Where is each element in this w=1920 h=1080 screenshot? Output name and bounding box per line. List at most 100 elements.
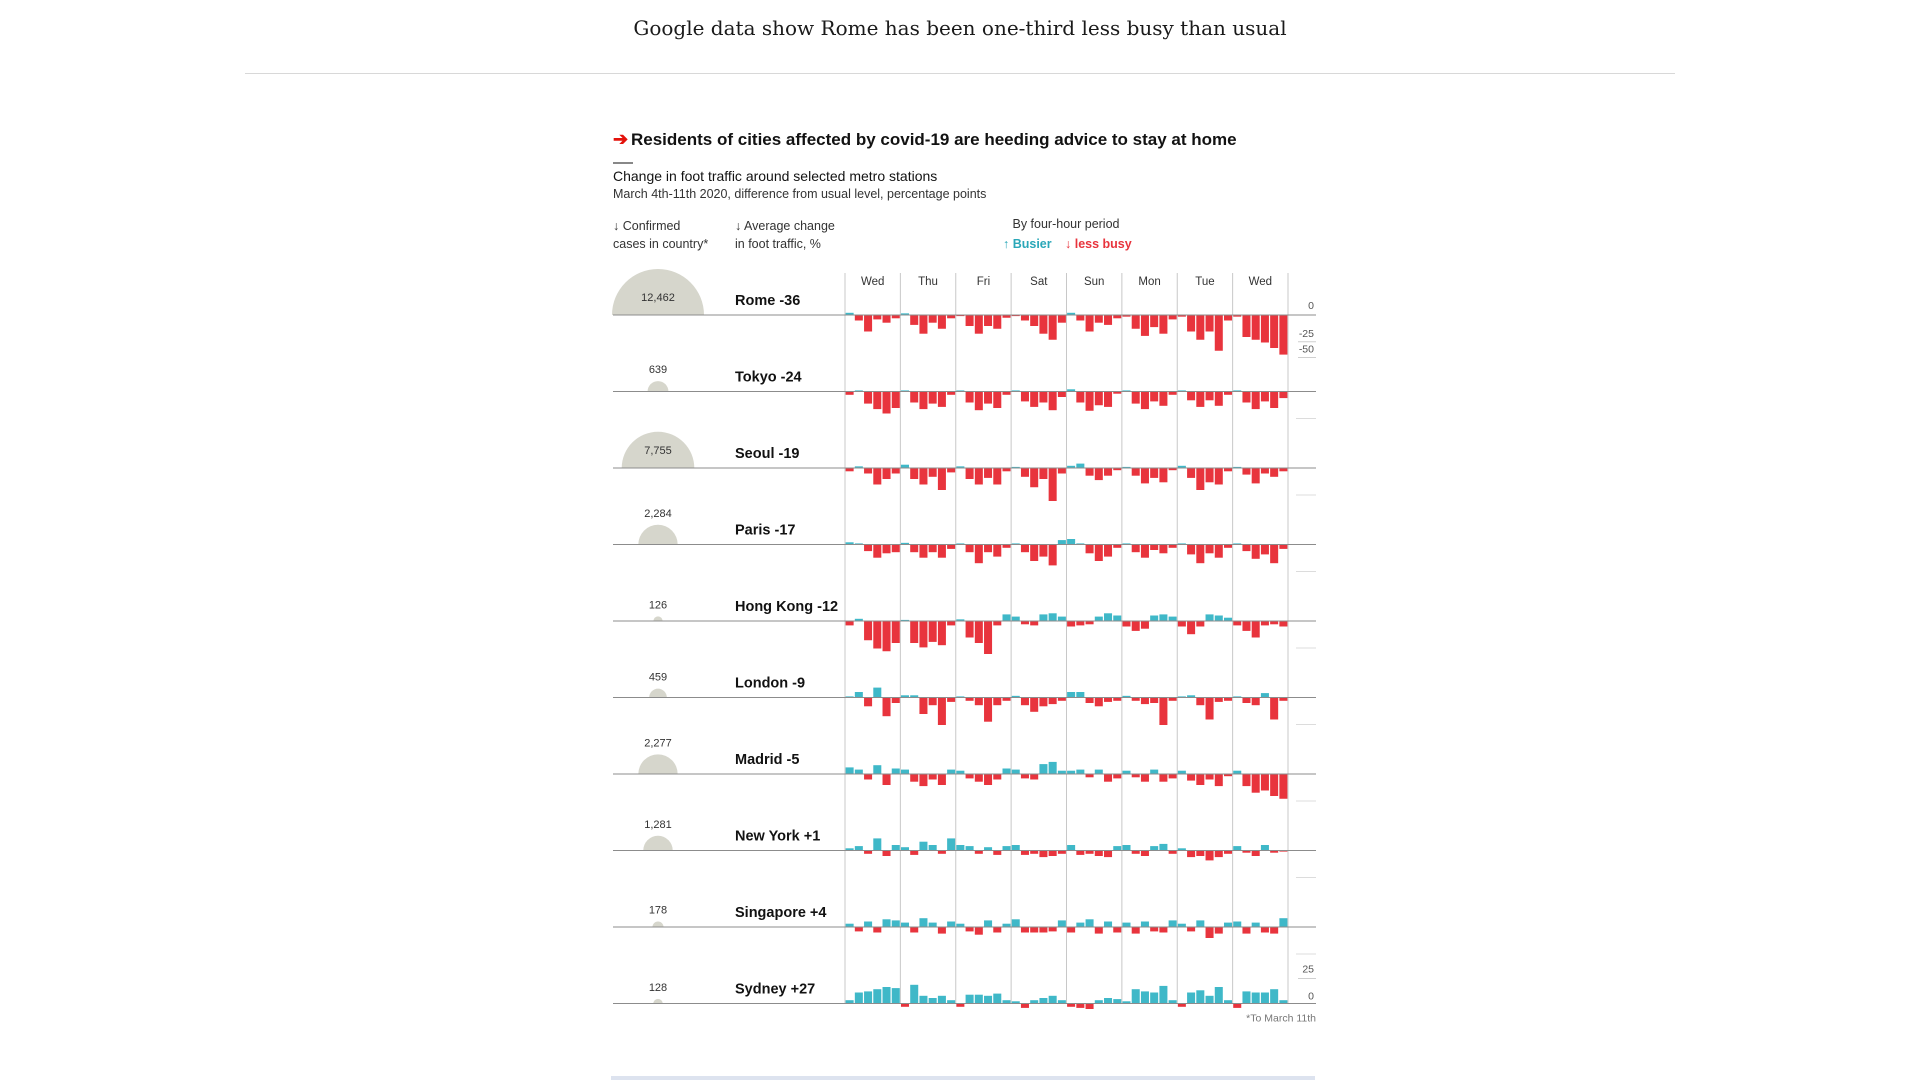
traffic-bar (891, 920, 900, 927)
traffic-bar (1076, 391, 1085, 403)
traffic-bar (1039, 927, 1048, 933)
traffic-bar (919, 774, 928, 787)
traffic-bar (1030, 544, 1039, 561)
traffic-bar (900, 390, 910, 392)
traffic-bar (1196, 697, 1205, 706)
traffic-bar (1057, 920, 1066, 927)
traffic-bar (845, 621, 854, 626)
traffic-bar (900, 847, 910, 851)
traffic-bar (1159, 843, 1168, 851)
traffic-bar (965, 697, 974, 701)
traffic-bar (956, 315, 965, 317)
traffic-bar (993, 315, 1002, 329)
traffic-bar (882, 919, 891, 927)
traffic-bar (1057, 697, 1066, 701)
traffic-bar (919, 391, 928, 410)
traffic-bar (993, 850, 1002, 855)
traffic-bar (1048, 315, 1057, 340)
traffic-bar (1251, 315, 1260, 340)
traffic-bar (1104, 544, 1113, 557)
traffic-bar (956, 923, 965, 927)
traffic-bar (1002, 1000, 1011, 1004)
traffic-bar (1131, 989, 1140, 1004)
traffic-bar (873, 391, 882, 410)
traffic-bar (1094, 927, 1103, 934)
traffic-bar (900, 542, 910, 545)
traffic-bar (1122, 695, 1131, 698)
traffic-bar (1260, 315, 1269, 343)
cases-label: 1,281 (644, 819, 672, 831)
traffic-bar (1159, 544, 1168, 554)
traffic-bar (1067, 692, 1076, 698)
traffic-bar (1270, 621, 1279, 625)
traffic-bar (1048, 927, 1057, 932)
traffic-bar (1159, 774, 1168, 782)
city-label: Seoul -19 (735, 446, 799, 462)
traffic-bar (1076, 315, 1085, 321)
cases-bubble (653, 998, 663, 1004)
traffic-bar (947, 697, 956, 702)
traffic-bar (1011, 769, 1020, 774)
traffic-bar (1214, 315, 1223, 351)
traffic-bar (1094, 616, 1103, 621)
traffic-bar (1113, 927, 1122, 933)
traffic-bar (1150, 468, 1159, 478)
traffic-bar (1177, 696, 1186, 698)
traffic-bar (1270, 391, 1279, 408)
traffic-bar (1270, 315, 1279, 348)
traffic-bar (1002, 614, 1011, 621)
cases-label: 2,284 (644, 508, 672, 520)
traffic-bar (900, 313, 910, 315)
cases-label: 639 (649, 364, 667, 376)
traffic-bar (1242, 391, 1251, 403)
traffic-bar (1279, 697, 1288, 701)
traffic-bar (854, 927, 863, 932)
traffic-bar (1048, 697, 1057, 705)
traffic-bar (891, 988, 900, 1004)
traffic-bar (1205, 468, 1214, 483)
traffic-bar (1150, 927, 1159, 932)
traffic-bar (1196, 544, 1205, 564)
traffic-bar (1011, 390, 1020, 392)
traffic-bar (984, 468, 993, 478)
traffic-bar (1168, 774, 1177, 779)
traffic-bar (1140, 391, 1149, 410)
traffic-bar (910, 544, 919, 553)
traffic-bar (891, 391, 900, 408)
traffic-bar (854, 315, 863, 321)
traffic-bar (1020, 1003, 1029, 1008)
traffic-bar (1067, 465, 1076, 468)
traffic-bar (928, 315, 937, 323)
traffic-bar (974, 315, 983, 334)
traffic-bar (1011, 845, 1020, 851)
sydney-tick-label: 0 (1308, 991, 1314, 1003)
traffic-bar (1140, 697, 1149, 705)
traffic-bar (1196, 774, 1205, 785)
traffic-bar (845, 468, 854, 472)
traffic-bar (1048, 761, 1057, 774)
traffic-bar (1030, 468, 1039, 488)
traffic-bar (854, 992, 863, 1004)
next-section-strip (611, 1076, 1315, 1080)
traffic-bar (1270, 468, 1279, 477)
traffic-bar (974, 697, 983, 706)
traffic-bar (937, 621, 946, 646)
traffic-bar (993, 927, 1002, 933)
traffic-bar (1177, 923, 1186, 927)
traffic-bar (928, 998, 937, 1004)
cases-column-header: ↓ Confirmed (613, 219, 680, 233)
footnote: *To March 11th (1246, 1013, 1316, 1025)
y-tick-label: -50 (1299, 344, 1314, 356)
traffic-bar (956, 390, 965, 392)
traffic-bar (965, 994, 974, 1004)
traffic-bar (919, 697, 928, 714)
traffic-bar (1196, 391, 1205, 407)
traffic-bar (1067, 389, 1076, 392)
traffic-bar (1159, 315, 1168, 334)
traffic-bar (1279, 544, 1288, 549)
traffic-bar (1057, 1000, 1066, 1004)
traffic-bar (1094, 544, 1103, 561)
traffic-bar (1002, 923, 1011, 927)
traffic-bar (1270, 774, 1279, 796)
